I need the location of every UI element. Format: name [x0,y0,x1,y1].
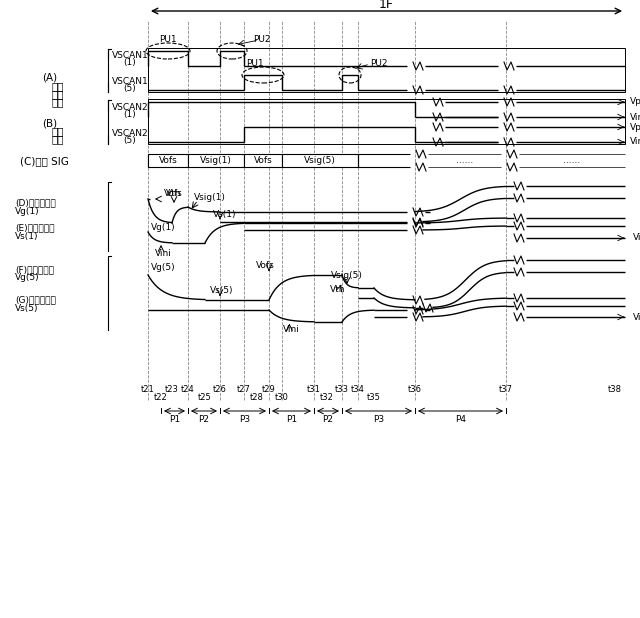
Text: Vsig(5): Vsig(5) [304,156,336,165]
Text: Vth: Vth [166,190,182,198]
Bar [148,99,625,144]
Text: t23: t23 [165,386,179,394]
Text: t21: t21 [141,386,155,394]
Text: P2: P2 [323,415,333,423]
Text: P3: P3 [239,415,250,423]
Text: (F)ゲート電圧: (F)ゲート電圧 [15,266,54,274]
Text: (5): (5) [124,137,136,145]
Text: VSCAN1: VSCAN1 [111,51,148,59]
Text: (1): (1) [124,111,136,119]
Text: (E)ソース電圧: (E)ソース電圧 [15,224,54,232]
Text: Vini: Vini [155,250,172,258]
Text: Vini: Vini [630,137,640,146]
Text: t27: t27 [237,386,251,394]
Text: t22: t22 [154,394,168,402]
Bar [148,154,188,167]
Text: P1: P1 [169,415,180,423]
Text: Vth: Vth [330,286,346,295]
Text: PU2: PU2 [253,35,271,43]
Text: Vs(5): Vs(5) [211,287,234,295]
Text: VSCAN1: VSCAN1 [111,77,148,85]
Text: Vsig(5): Vsig(5) [331,271,363,281]
Text: (1): (1) [124,57,136,67]
Text: Vs(1): Vs(1) [213,211,237,219]
Text: 信号: 信号 [52,134,65,144]
Text: t30: t30 [275,394,289,402]
Text: t28: t28 [250,394,264,402]
Text: Vs(1): Vs(1) [15,232,38,240]
Text: Vini: Vini [633,234,640,242]
Text: t25: t25 [198,394,212,402]
Text: VSCAN2: VSCAN2 [112,103,148,112]
Text: 電源: 電源 [52,126,65,136]
Text: Vg(1): Vg(1) [15,206,40,216]
Text: t24: t24 [181,386,195,394]
Text: Vini: Vini [283,326,300,334]
Text: 制御: 制御 [52,89,65,99]
Text: Vsig(1): Vsig(1) [200,156,232,165]
Text: (A): (A) [42,73,57,83]
Text: t26: t26 [213,386,227,394]
Text: Vs(5): Vs(5) [15,303,38,313]
Text: (5): (5) [124,83,136,93]
Text: (G)ソース電圧: (G)ソース電圧 [15,295,56,305]
Text: (C)信号 SIG: (C)信号 SIG [20,156,69,166]
Text: P2: P2 [198,415,209,423]
Text: t31: t31 [307,386,321,394]
Text: t37: t37 [499,386,513,394]
Text: ......: ...... [563,156,580,165]
Text: t34: t34 [351,386,365,394]
Text: 1F: 1F [379,0,394,12]
Text: (B): (B) [42,118,57,128]
Text: t38: t38 [608,386,622,394]
Text: t32: t32 [320,394,334,402]
Text: 信号: 信号 [52,97,65,107]
Text: t36: t36 [408,386,422,394]
Text: Vofs: Vofs [255,261,275,271]
Text: t33: t33 [335,386,349,394]
Text: Vofs: Vofs [253,156,273,165]
Text: Vini: Vini [633,313,640,321]
Text: (D)ゲート電圧: (D)ゲート電圧 [15,198,56,208]
Text: Vini: Vini [630,112,640,122]
Text: t29: t29 [262,386,276,394]
Text: P1: P1 [286,415,297,423]
Text: Vp: Vp [630,98,640,106]
Bar [148,48,625,92]
Bar [244,154,282,167]
Text: PU1: PU1 [159,35,177,43]
Text: 書込: 書込 [52,81,65,91]
Text: Vofs: Vofs [159,156,177,165]
Text: P4: P4 [455,415,466,423]
Text: Vg(1): Vg(1) [150,224,175,232]
Text: Vsig(1): Vsig(1) [194,192,226,201]
Bar [282,154,358,167]
Text: P3: P3 [373,415,384,423]
Text: t35: t35 [367,394,381,402]
Text: PU1: PU1 [246,59,264,67]
Text: VSCAN2: VSCAN2 [112,130,148,138]
Text: Vg(5): Vg(5) [150,263,175,271]
Bar [188,154,244,167]
Text: ......: ...... [456,156,473,165]
Text: Vg(5): Vg(5) [15,274,40,282]
Text: Vofs: Vofs [164,190,182,198]
Text: Vp: Vp [630,122,640,132]
Text: PU2: PU2 [370,59,387,67]
